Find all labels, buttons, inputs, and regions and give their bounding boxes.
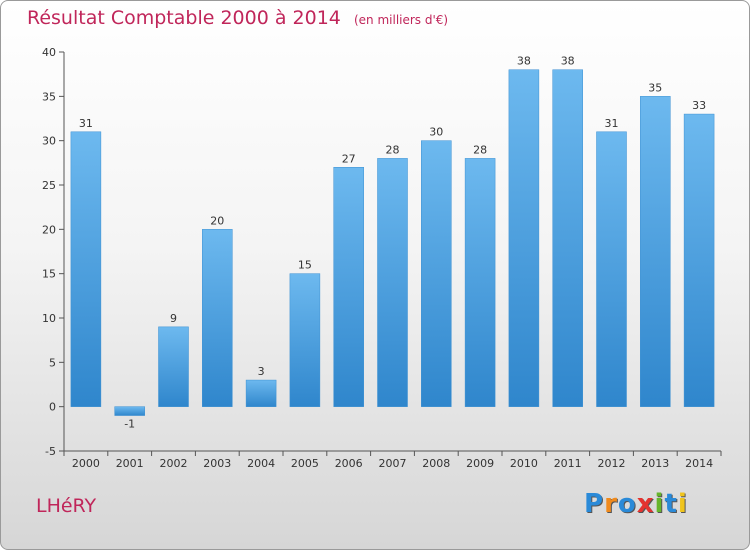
bar-2004 xyxy=(245,379,277,407)
chart-title: Résultat Comptable 2000 à 2014 (en milli… xyxy=(27,7,448,29)
logo-letter-3: x xyxy=(636,489,655,519)
x-tick-label: 2003 xyxy=(203,457,231,470)
data-label-2004: 3 xyxy=(258,365,265,378)
x-tick-label: 2001 xyxy=(116,457,144,470)
x-tick-label: 2014 xyxy=(685,457,713,470)
chart-data-labels: 31 -1 9 20 3 15 27 28 30 28 38 38 31 35 33 xyxy=(79,55,706,431)
x-tick-label: 2011 xyxy=(554,457,582,470)
logo-letter-0: P xyxy=(584,489,605,519)
chart-title-main: Résultat Comptable 2000 à 2014 xyxy=(27,7,341,29)
data-label-2007: 28 xyxy=(386,143,400,156)
x-tick-label: 2006 xyxy=(335,457,363,470)
x-tick-label: 2012 xyxy=(598,457,626,470)
y-tick-label: 20 xyxy=(42,223,56,236)
data-label-2013: 35 xyxy=(648,81,662,94)
y-tick-label: 30 xyxy=(42,135,56,148)
data-label-2006: 27 xyxy=(342,152,356,165)
bar-2010 xyxy=(508,69,540,407)
logo-letter-6: i xyxy=(677,489,688,519)
bar-2012 xyxy=(596,131,627,407)
data-label-2009: 28 xyxy=(473,143,487,156)
data-label-2002: 9 xyxy=(170,312,177,325)
x-tick-label: 2000 xyxy=(72,457,100,470)
x-tick-label: 2005 xyxy=(291,457,319,470)
x-tick-label: 2013 xyxy=(641,457,669,470)
y-tick-label: 25 xyxy=(42,179,56,192)
y-tick-label: 40 xyxy=(42,46,56,59)
bar-2002 xyxy=(158,326,189,407)
x-tick-label: 2008 xyxy=(422,457,450,470)
y-tick-label: 35 xyxy=(42,90,56,103)
chart-axes: -5 0 5 10 15 20 25 30 35 40 2000 2001 2002 2003 2004 20… xyxy=(42,46,722,470)
y-tick-label: -5 xyxy=(45,445,56,458)
x-tick-label: 2004 xyxy=(247,457,275,470)
bar-2001 xyxy=(114,406,145,416)
data-label-2003: 20 xyxy=(210,214,224,227)
x-tick-label: 2002 xyxy=(160,457,188,470)
proxiti-logo: Proxiti xyxy=(584,489,688,519)
chart-title-unit: (en milliers d'€) xyxy=(353,13,449,27)
y-tick-label: 0 xyxy=(49,401,56,414)
data-label-2000: 31 xyxy=(79,117,93,130)
logo-letter-1: r xyxy=(604,489,618,519)
data-label-2014: 33 xyxy=(692,99,706,112)
logo-letter-5: t xyxy=(664,489,678,519)
bar-2003 xyxy=(202,229,233,407)
bar-2006 xyxy=(333,167,364,407)
y-tick-label: 5 xyxy=(49,356,56,369)
bar-2014 xyxy=(683,113,715,407)
x-tick-label: 2010 xyxy=(510,457,538,470)
y-tick-label: 15 xyxy=(42,268,56,281)
data-label-2012: 31 xyxy=(605,117,619,130)
bar-2011 xyxy=(552,69,583,407)
x-tick-label: 2009 xyxy=(466,457,494,470)
data-label-2011: 38 xyxy=(561,55,575,68)
chart-bars xyxy=(70,69,715,416)
logo-letter-2: o xyxy=(617,489,637,519)
bar-2000 xyxy=(70,131,102,407)
data-label-2005: 15 xyxy=(298,259,312,272)
bar-2007 xyxy=(377,158,408,407)
bar-2008 xyxy=(421,140,452,407)
bar-2009 xyxy=(464,158,496,407)
data-label-2001: -1 xyxy=(124,418,135,431)
data-label-2008: 30 xyxy=(429,126,443,139)
logo-letter-4: i xyxy=(654,489,665,519)
commune-name: LHéRY xyxy=(36,495,97,517)
data-label-2010: 38 xyxy=(517,55,531,68)
bar-2013 xyxy=(640,96,671,407)
bar-2005 xyxy=(289,273,321,407)
y-tick-label: 10 xyxy=(42,312,56,325)
x-tick-label: 2007 xyxy=(379,457,407,470)
